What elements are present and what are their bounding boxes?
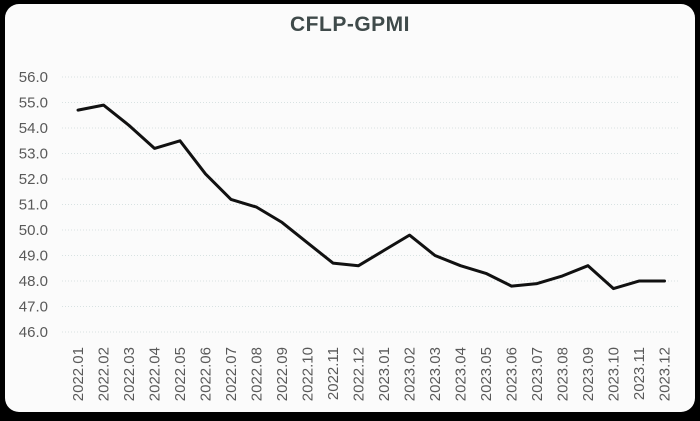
y-tick-label: 46.0 bbox=[19, 324, 48, 341]
x-tick-label: 2022.04 bbox=[147, 347, 164, 401]
x-tick-label: 2023.09 bbox=[580, 347, 597, 401]
y-tick-label: 56.0 bbox=[19, 69, 48, 86]
y-tick-label: 55.0 bbox=[19, 95, 48, 112]
x-tick-label: 2023.11 bbox=[631, 347, 648, 400]
chart-title: CFLP-GPMI bbox=[290, 13, 410, 36]
x-tick-label: 2023.08 bbox=[555, 347, 572, 401]
x-tick-label: 2022.01 bbox=[70, 347, 87, 401]
y-tick-label: 51.0 bbox=[19, 197, 48, 214]
x-tick-label: 2022.09 bbox=[274, 347, 291, 401]
x-tick-label: 2023.12 bbox=[657, 347, 674, 401]
x-tick-label: 2023.05 bbox=[478, 347, 495, 401]
x-tick-label: 2023.04 bbox=[453, 347, 470, 401]
y-tick-label: 49.0 bbox=[19, 248, 48, 265]
x-tick-label: 2022.11 bbox=[325, 347, 342, 400]
y-tick-label: 53.0 bbox=[19, 146, 48, 163]
data-series-line bbox=[76, 103, 666, 291]
gridlines bbox=[62, 76, 680, 333]
y-tick-label: 47.0 bbox=[19, 299, 48, 316]
x-axis-labels: 2022.01 2022.02 2022.03 2022.04 2022.05 2022.… bbox=[70, 347, 674, 401]
x-tick-label: 2022.02 bbox=[96, 347, 113, 401]
x-tick-label: 2022.10 bbox=[300, 347, 317, 401]
x-tick-label: 2023.02 bbox=[402, 347, 419, 401]
x-tick-label: 2023.10 bbox=[606, 347, 623, 401]
chart-card bbox=[5, 4, 695, 412]
y-tick-label: 50.0 bbox=[19, 222, 48, 239]
y-tick-label: 48.0 bbox=[19, 273, 48, 290]
x-tick-label: 2022.08 bbox=[249, 347, 266, 401]
y-tick-label: 52.0 bbox=[19, 171, 48, 188]
x-tick-label: 2022.05 bbox=[172, 347, 189, 401]
x-tick-label: 2022.12 bbox=[351, 347, 368, 401]
y-axis-labels: 56.0 55.0 54.0 53.0 52.0 51.0 50.0 49.0 48.0 47.0… bbox=[19, 69, 48, 341]
x-tick-label: 2022.07 bbox=[223, 347, 240, 401]
y-tick-label: 54.0 bbox=[19, 120, 48, 137]
x-tick-label: 2022.06 bbox=[198, 347, 215, 401]
x-tick-label: 2023.01 bbox=[376, 347, 393, 401]
x-tick-label: 2023.07 bbox=[529, 347, 546, 401]
x-tick-label: 2023.03 bbox=[427, 347, 444, 401]
x-tick-label: 2023.06 bbox=[504, 347, 521, 401]
x-tick-label: 2022.03 bbox=[121, 347, 138, 401]
